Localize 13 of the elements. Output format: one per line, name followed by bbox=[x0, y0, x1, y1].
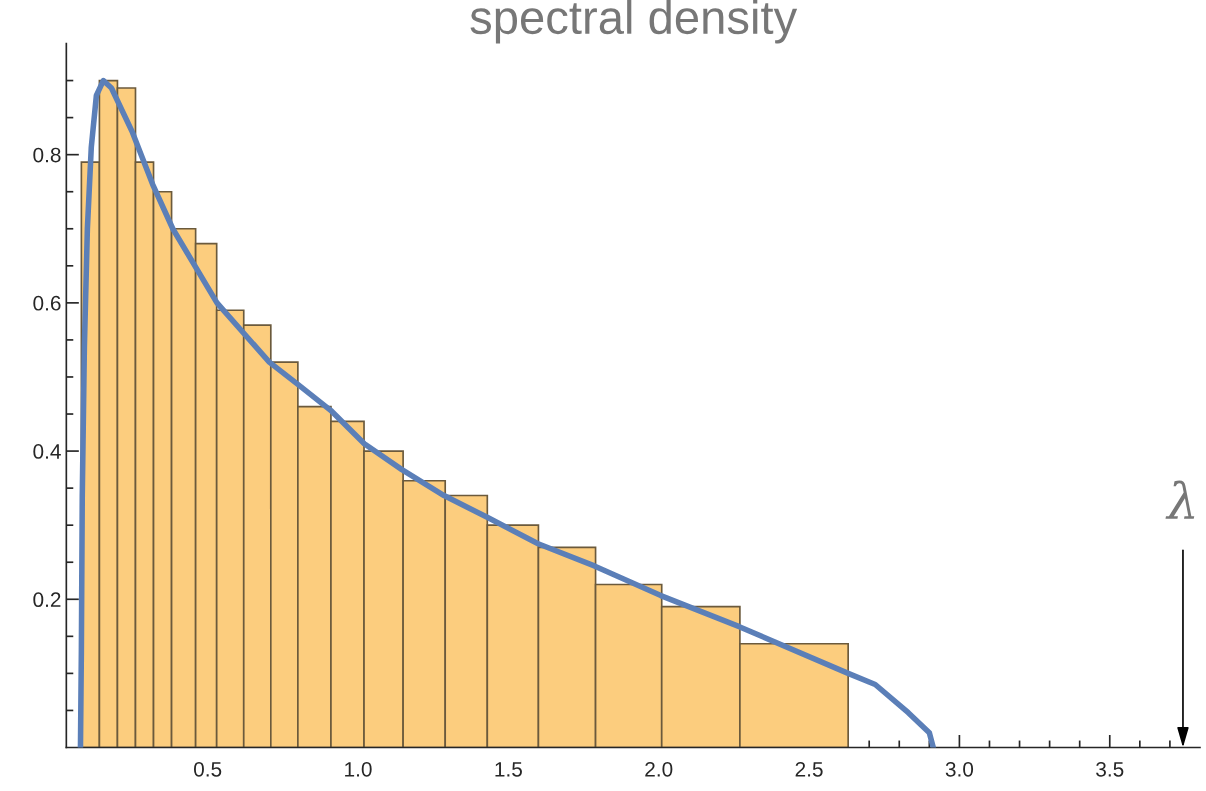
chart-title: spectral density bbox=[470, 0, 798, 44]
x-tick-label: 1.0 bbox=[345, 761, 372, 777]
x-tick-label: 3.0 bbox=[945, 761, 974, 777]
x-tick-label: 1.5 bbox=[495, 762, 522, 777]
y-tick-label: 0.2 bbox=[33, 592, 61, 608]
y-tick-label: 0.4 bbox=[33, 444, 61, 459]
x-tick-label: 0.5 bbox=[193, 761, 222, 777]
y-tick-label: 0.6 bbox=[33, 295, 61, 311]
annotation: λ bbox=[1165, 480, 1195, 519]
x-tick-label: 2.5 bbox=[795, 761, 823, 777]
y-tick-label: 0.8 bbox=[33, 147, 61, 163]
x-tick-label: 3.5 bbox=[1096, 761, 1124, 777]
x-tick-label: 2.0 bbox=[645, 761, 673, 777]
